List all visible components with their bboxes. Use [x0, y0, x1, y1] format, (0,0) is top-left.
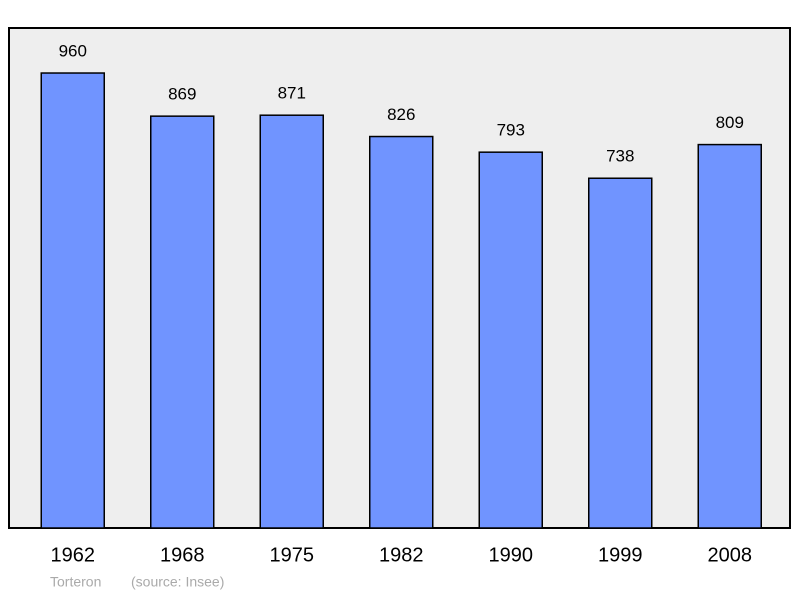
bar — [369, 135, 434, 529]
value-label: 960 — [59, 42, 87, 61]
bar — [588, 177, 653, 529]
x-tick-label: 1990 — [489, 544, 534, 566]
bar — [697, 143, 762, 529]
value-label: 793 — [497, 121, 525, 140]
value-label: 869 — [168, 85, 196, 104]
value-label: 738 — [606, 147, 634, 166]
x-tick-label: 2008 — [708, 544, 753, 566]
x-tick-label: 1975 — [270, 544, 315, 566]
x-tick-label: 1982 — [379, 544, 424, 566]
source: (source: Insee) — [131, 574, 224, 590]
bar — [40, 72, 105, 529]
x-tick-label: 1968 — [160, 544, 205, 566]
bar — [150, 115, 215, 529]
value-label: 871 — [278, 84, 306, 103]
x-tick-label: 1999 — [598, 544, 643, 566]
caption: Torteron — [50, 574, 101, 590]
value-label: 826 — [387, 105, 415, 124]
x-tick-label: 1962 — [51, 544, 96, 566]
value-label: 809 — [716, 113, 744, 132]
bar — [478, 151, 543, 529]
bar — [259, 114, 324, 529]
